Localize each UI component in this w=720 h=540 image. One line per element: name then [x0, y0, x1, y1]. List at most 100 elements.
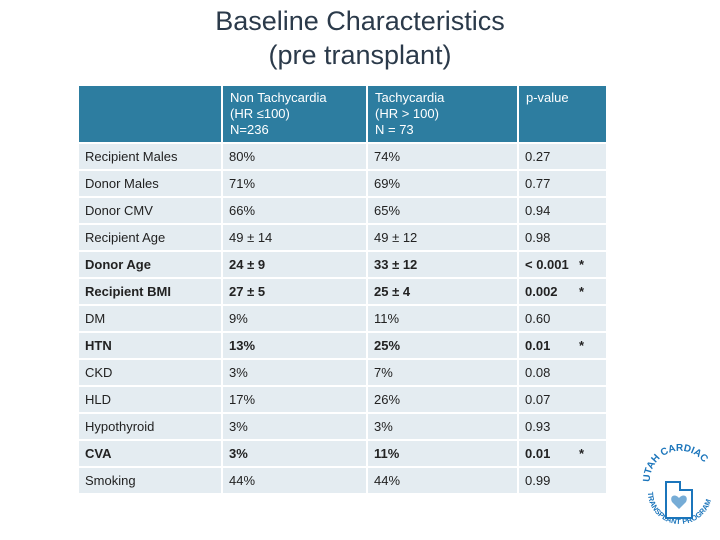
- non-tachycardia-cell: 49 ± 14: [221, 225, 366, 250]
- p-value-cell: 0.77: [517, 171, 606, 196]
- tachycardia-text: 49 ± 12: [374, 230, 418, 245]
- header-p-value: p-value: [517, 86, 606, 142]
- tachycardia-text: 44%: [374, 473, 401, 488]
- non-tachycardia-text: 13%: [229, 338, 256, 353]
- p-value-text: 0.002: [525, 284, 558, 299]
- p-value-text: 0.60: [525, 311, 551, 326]
- row-label-cell: Donor Males: [79, 171, 221, 196]
- table-row: Recipient Males 80% 74% 0.27: [79, 144, 606, 169]
- tachycardia-text: 7%: [374, 365, 393, 380]
- table-row: CVA 3% 11% 0.01 *: [79, 441, 606, 466]
- tachycardia-text: 3%: [374, 419, 393, 434]
- header-tachycardia: Tachycardia (HR > 100) N = 73: [366, 86, 517, 142]
- non-tachycardia-text: 71%: [229, 176, 256, 191]
- utah-cardiac-transplant-logo: UTAH CARDIAC TRANSPLANT PROGRAM: [642, 443, 713, 526]
- p-value-cell: 0.99: [517, 468, 606, 493]
- header-line: p-value: [526, 90, 569, 105]
- tachycardia-cell: 65%: [366, 198, 517, 223]
- tachycardia-cell: 44%: [366, 468, 517, 493]
- header-line: Non Tachycardia: [230, 90, 327, 105]
- table-row: HTN 13% 25% 0.01 *: [79, 333, 606, 358]
- non-tachycardia-cell: 71%: [221, 171, 366, 196]
- logo-top-text: UTAH CARDIAC: [642, 443, 710, 482]
- header-empty: [79, 86, 221, 142]
- table-row: Hypothyroid 3% 3% 0.93: [79, 414, 606, 439]
- row-label-text: DM: [85, 311, 106, 326]
- p-value-cell: 0.08: [517, 360, 606, 385]
- tachycardia-text: 11%: [374, 446, 400, 461]
- non-tachycardia-cell: 9%: [221, 306, 366, 331]
- table-row: Donor Males 71% 69% 0.77: [79, 171, 606, 196]
- non-tachycardia-cell: 3%: [221, 360, 366, 385]
- row-label-cell: Recipient Males: [79, 144, 221, 169]
- title-line-1: Baseline Characteristics: [215, 6, 505, 36]
- significance-star: *: [578, 284, 584, 299]
- non-tachycardia-text: 66%: [229, 203, 256, 218]
- table-row: Recipient Age 49 ± 14 49 ± 12 0.98: [79, 225, 606, 250]
- p-value-text: < 0.001: [525, 257, 569, 272]
- title-line-2: (pre transplant): [268, 40, 452, 70]
- p-value-cell: 0.002 *: [517, 279, 606, 304]
- non-tachycardia-cell: 3%: [221, 441, 366, 466]
- tachycardia-text: 25%: [374, 338, 401, 353]
- non-tachycardia-text: 49 ± 14: [229, 230, 273, 245]
- tachycardia-cell: 7%: [366, 360, 517, 385]
- non-tachycardia-cell: 44%: [221, 468, 366, 493]
- table-body: Recipient Males 80% 74% 0.27 Donor Males 71% 6…: [79, 144, 606, 493]
- significance-star: *: [578, 338, 584, 353]
- header-line: Tachycardia: [375, 90, 445, 105]
- p-value-text: 0.07: [525, 392, 551, 407]
- row-label-text: Hypothyroid: [85, 419, 155, 434]
- p-value-cell: 0.94: [517, 198, 606, 223]
- row-label-text: Recipient Males: [85, 149, 178, 164]
- table-row: Donor CMV 66% 65% 0.94: [79, 198, 606, 223]
- non-tachycardia-text: 9%: [229, 311, 248, 326]
- non-tachycardia-text: 27 ± 5: [229, 284, 266, 299]
- baseline-table: Non Tachycardia (HR ≤100) N=236 Tachycar…: [79, 84, 606, 495]
- non-tachycardia-cell: 3%: [221, 414, 366, 439]
- non-tachycardia-cell: 80%: [221, 144, 366, 169]
- p-value-cell: < 0.001 *: [517, 252, 606, 277]
- non-tachycardia-text: 3%: [229, 419, 248, 434]
- tachycardia-cell: 26%: [366, 387, 517, 412]
- tachycardia-text: 74%: [374, 149, 401, 164]
- row-label-text: Donor CMV: [85, 203, 153, 218]
- tachycardia-text: 25 ± 4: [374, 284, 411, 299]
- p-value-text: 0.77: [525, 176, 551, 191]
- p-value-cell: 0.93: [517, 414, 606, 439]
- tachycardia-cell: 11%: [366, 441, 517, 466]
- non-tachycardia-text: 24 ± 9: [229, 257, 266, 272]
- non-tachycardia-cell: 24 ± 9: [221, 252, 366, 277]
- non-tachycardia-text: 17%: [229, 392, 256, 407]
- row-label-cell: Donor Age: [79, 252, 221, 277]
- utah-state-icon: [665, 481, 693, 519]
- significance-star: *: [578, 257, 584, 272]
- header-line: (HR > 100): [375, 106, 439, 121]
- p-value-cell: 0.07: [517, 387, 606, 412]
- row-label-cell: Smoking: [79, 468, 221, 493]
- p-value-text: 0.01: [525, 338, 551, 353]
- tachycardia-text: 26%: [374, 392, 401, 407]
- row-label-text: Donor Age: [85, 257, 151, 272]
- non-tachycardia-text: 80%: [229, 149, 256, 164]
- non-tachycardia-text: 3%: [229, 446, 248, 461]
- tachycardia-cell: 49 ± 12: [366, 225, 517, 250]
- row-label-cell: CVA: [79, 441, 221, 466]
- non-tachycardia-text: 44%: [229, 473, 256, 488]
- table-row: HLD 17% 26% 0.07: [79, 387, 606, 412]
- p-value-cell: 0.01 *: [517, 441, 606, 466]
- significance-star: *: [578, 446, 584, 461]
- tachycardia-cell: 33 ± 12: [366, 252, 517, 277]
- row-label-cell: HLD: [79, 387, 221, 412]
- non-tachycardia-cell: 13%: [221, 333, 366, 358]
- tachycardia-cell: 11%: [366, 306, 517, 331]
- header-non-tachycardia: Non Tachycardia (HR ≤100) N=236: [221, 86, 366, 142]
- header-line: (HR ≤100): [230, 106, 290, 121]
- slide-title: Baseline Characteristics (pre transplant…: [150, 4, 570, 72]
- non-tachycardia-cell: 27 ± 5: [221, 279, 366, 304]
- tachycardia-text: 11%: [374, 311, 400, 326]
- tachycardia-cell: 25 ± 4: [366, 279, 517, 304]
- tachycardia-text: 69%: [374, 176, 401, 191]
- table-row: Donor Age 24 ± 9 33 ± 12 < 0.001 *: [79, 252, 606, 277]
- row-label-text: HTN: [85, 338, 112, 353]
